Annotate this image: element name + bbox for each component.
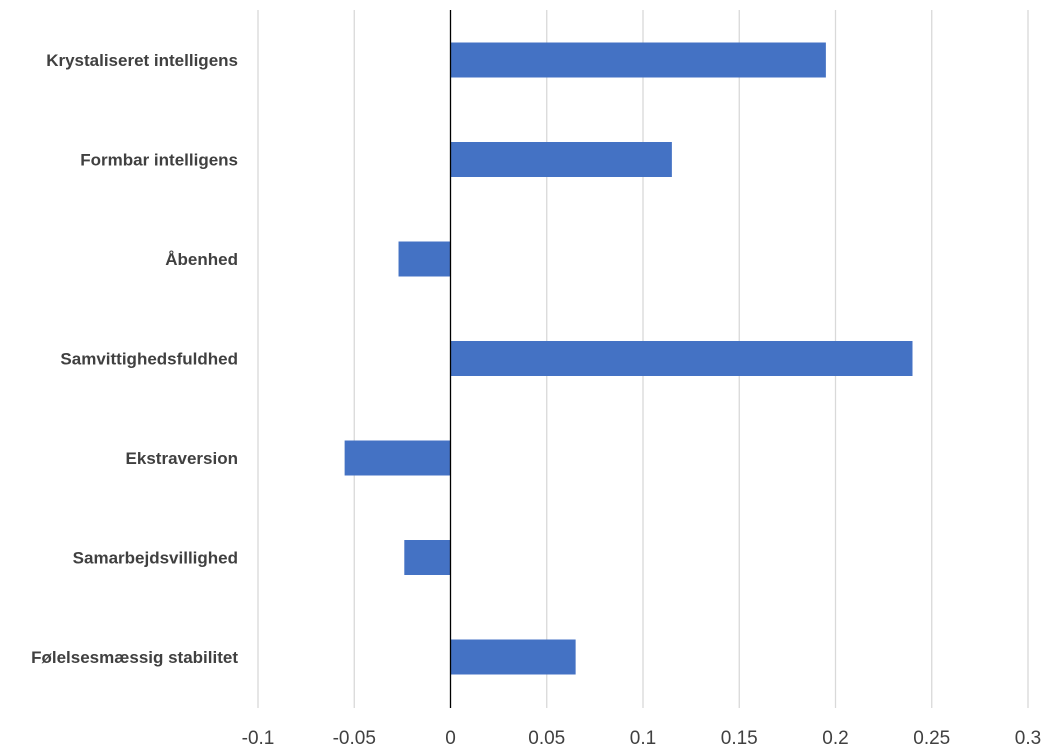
x-tick-label: -0.05 [333, 728, 376, 749]
bar [450, 42, 826, 78]
bar [344, 440, 451, 476]
category-label: Ekstraversion [126, 449, 238, 468]
category-label: Samvittighedsfuldhed [60, 350, 238, 369]
x-tick-label: 0.1 [630, 728, 656, 749]
category-labels: Krystaliseret intelligens Formbar intelli… [31, 51, 238, 667]
bars [344, 42, 913, 675]
x-tick-label: -0.1 [242, 728, 275, 749]
bar [404, 540, 451, 575]
x-tick-label: 0.05 [528, 728, 565, 749]
bar [450, 639, 576, 675]
category-label: Formbar intelligens [80, 151, 238, 170]
bar [450, 341, 913, 376]
x-tick-label: 0 [445, 728, 456, 749]
bar [450, 142, 672, 177]
x-tick-labels: -0.1 -0.05 0 0.05 0.1 0.15 0.2 0.25 0.3 [242, 728, 1042, 749]
category-label: Krystaliseret intelligens [46, 51, 238, 70]
category-label: Åbenhed [165, 250, 238, 269]
category-label: Følelsesmæssig stabilitet [31, 648, 238, 667]
x-tick-label: 0.3 [1015, 728, 1041, 749]
x-tick-label: 0.2 [822, 728, 848, 749]
x-tick-label: 0.15 [721, 728, 758, 749]
x-tick-label: 0.25 [913, 728, 950, 749]
bar [398, 241, 451, 277]
category-label: Samarbejdsvillighed [73, 549, 238, 568]
